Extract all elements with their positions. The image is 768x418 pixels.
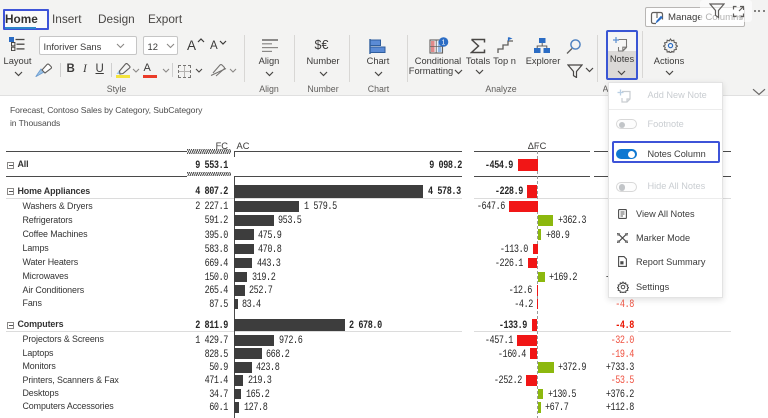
- svg-text:1: 1: [441, 39, 445, 46]
